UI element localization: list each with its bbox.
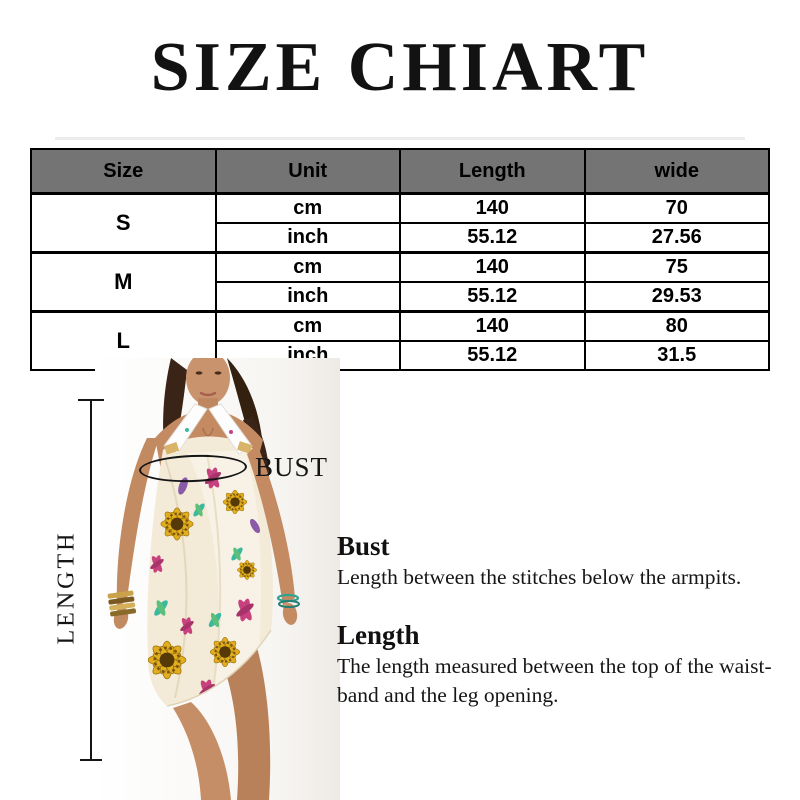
cell-wide: 70	[583, 192, 770, 224]
length-note-heading: Length	[337, 620, 420, 650]
table-row: M cm 140 75	[30, 251, 770, 313]
length-note-text-line2: band and the leg opening.	[337, 683, 559, 707]
size-chart-table: Size Unit Length wide S cm 140 70 inch 5…	[30, 148, 770, 371]
cell-size-m: M	[30, 251, 217, 313]
table-row: L cm 140 80	[30, 310, 770, 371]
table-row: S cm 140 70	[30, 192, 770, 254]
model-photo	[95, 358, 340, 800]
cell-length: 55.12	[399, 340, 586, 371]
cell-unit: cm	[214, 251, 401, 283]
measurement-notes: Bust Length between the stitches below t…	[337, 529, 795, 710]
cell-unit: cm	[214, 310, 401, 342]
cell-wide: 75	[583, 251, 770, 283]
bust-axis-label: BUST	[255, 452, 329, 482]
cell-length: 55.12	[399, 281, 586, 313]
cell-wide: 80	[583, 310, 770, 342]
length-measure-bottom-cap	[80, 759, 102, 761]
cell-size-s: S	[30, 192, 217, 254]
column-header-unit: Unit	[214, 148, 401, 195]
cell-unit: cm	[214, 192, 401, 224]
cell-length: 140	[399, 251, 586, 283]
column-header-wide: wide	[583, 148, 770, 195]
cell-length: 140	[399, 192, 586, 224]
cell-length: 55.12	[399, 222, 586, 254]
cell-unit: inch	[214, 222, 401, 254]
bust-note: Bust Length between the stitches below t…	[337, 529, 795, 592]
length-measure-top-cap	[78, 399, 104, 401]
cell-wide: 29.53	[583, 281, 770, 313]
table-top-shadow	[55, 137, 745, 140]
length-note-text-line1: The length measured between the top of t…	[337, 654, 772, 678]
length-note: Length The length measured between the t…	[337, 618, 795, 710]
page-title: SIZE CHIART	[150, 29, 650, 106]
table-row: inch 55.12 29.53	[31, 281, 770, 313]
cell-length: 140	[399, 310, 586, 342]
table-header-row: Size Unit Length wide	[30, 148, 770, 195]
length-axis-label: LENGTH	[53, 530, 80, 645]
cell-wide: 31.5	[583, 340, 770, 371]
column-header-length: Length	[399, 148, 586, 195]
cell-unit: inch	[214, 281, 401, 313]
column-header-size: Size	[30, 148, 217, 195]
cell-wide: 27.56	[583, 222, 770, 254]
length-measure-line	[90, 399, 92, 761]
bust-note-heading: Bust	[337, 531, 390, 561]
bust-note-text: Length between the stitches below the ar…	[337, 565, 742, 589]
